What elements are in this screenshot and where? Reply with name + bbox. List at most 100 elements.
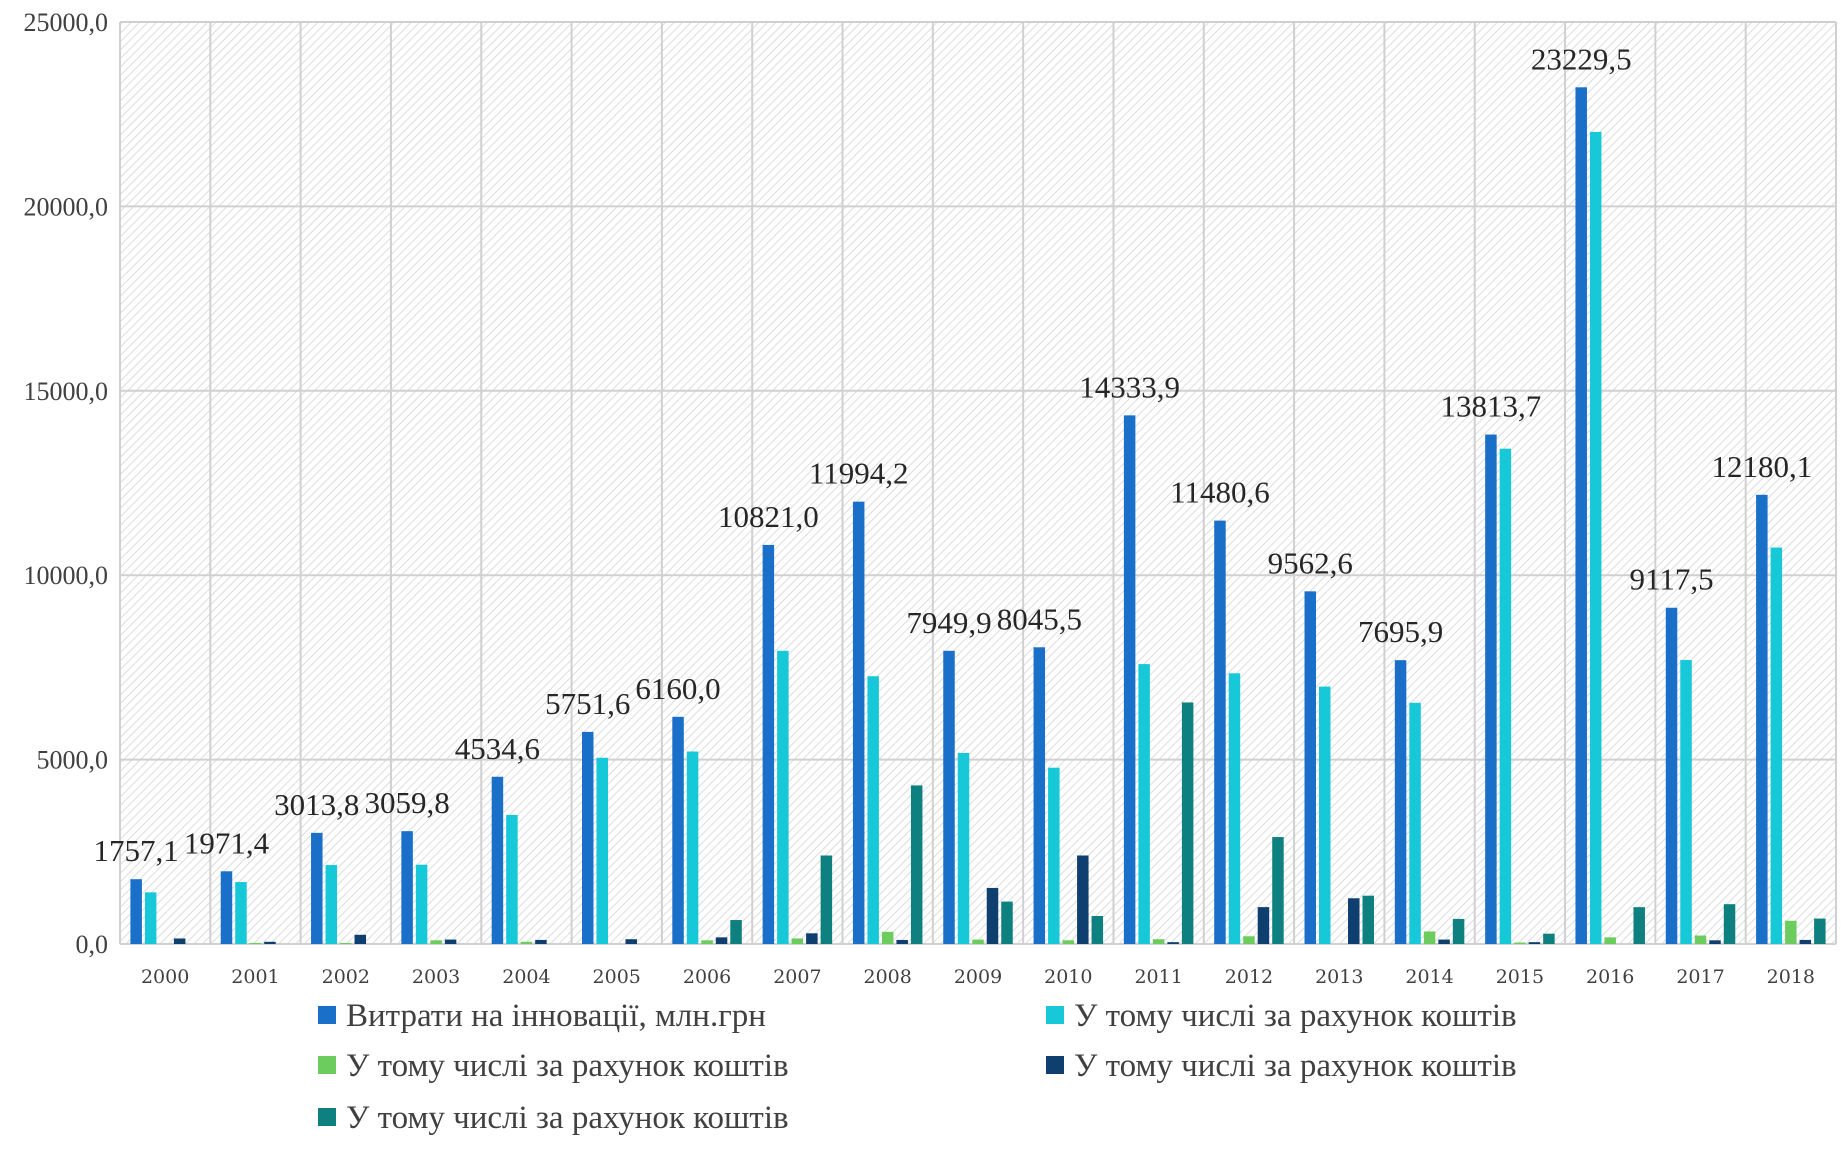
data-label: 7949,9	[906, 605, 991, 640]
bar	[596, 757, 608, 944]
bar	[881, 931, 894, 944]
legend-label: Витрати на інновації, млн.грн	[346, 998, 766, 1034]
y-axis-tick-labels: 0,0 5000,0 10000,0 15000,0 20000,0 25000,0	[24, 8, 109, 959]
legend: Витрати на інновації, млн.грн У тому числ…	[318, 998, 1517, 1136]
bar	[701, 940, 713, 944]
bar	[1499, 448, 1512, 944]
bar	[325, 865, 338, 944]
bar	[1438, 939, 1450, 944]
bar	[1272, 837, 1284, 944]
data-label: 10821,0	[718, 499, 819, 534]
data-label: 11994,2	[809, 456, 909, 491]
bar	[972, 939, 984, 944]
bars	[130, 87, 1826, 945]
x-tick-label: 2006	[683, 966, 731, 988]
bar	[672, 716, 684, 944]
bar	[1228, 673, 1241, 944]
bar	[581, 731, 594, 944]
bar	[1604, 937, 1616, 944]
legend-label: У тому числі за рахунок коштів	[346, 1048, 789, 1084]
bar	[1528, 942, 1541, 944]
data-label: 1757,1	[94, 833, 179, 868]
legend-swatch	[1046, 1006, 1064, 1024]
bar	[1001, 901, 1013, 944]
bar	[311, 832, 323, 944]
bar	[535, 939, 547, 944]
bar	[1409, 702, 1421, 944]
bar	[1214, 520, 1226, 944]
data-label: 23229,5	[1531, 41, 1632, 76]
bar	[444, 939, 457, 944]
bar	[762, 544, 775, 944]
x-tick-label: 2002	[322, 966, 370, 988]
data-label: 7695,9	[1358, 614, 1443, 649]
data-label: 1971,4	[184, 825, 270, 860]
y-tick-label: 25000,0	[24, 8, 109, 37]
gridlines	[119, 21, 1837, 945]
legend-swatch	[318, 1056, 336, 1074]
data-label: 3059,8	[364, 785, 449, 820]
bar	[1167, 942, 1179, 944]
x-tick-label: 2012	[1225, 966, 1273, 988]
x-tick-label: 2016	[1586, 966, 1634, 988]
bar	[1319, 686, 1331, 944]
legend-item: У тому числі за рахунок коштів	[1046, 998, 1517, 1034]
bar	[1362, 895, 1375, 944]
bar	[1062, 940, 1075, 944]
bar	[852, 501, 865, 944]
bar	[173, 938, 186, 944]
x-tick-label: 2003	[412, 966, 460, 988]
legend-swatch	[318, 1006, 336, 1024]
bar	[730, 920, 742, 944]
x-tick-label: 2001	[231, 966, 279, 988]
bar	[1756, 494, 1768, 944]
y-tick-label: 15000,0	[24, 377, 109, 406]
bar	[686, 751, 699, 944]
bar	[1799, 939, 1812, 944]
bar	[340, 942, 352, 944]
legend-item: У тому числі за рахунок коштів	[318, 1100, 789, 1136]
x-tick-label: 2008	[864, 966, 912, 988]
bar	[1680, 660, 1692, 944]
bar	[910, 785, 923, 944]
plot-background	[120, 22, 1836, 944]
y-tick-label: 0,0	[76, 930, 109, 959]
legend-item: Витрати на інновації, млн.грн	[318, 998, 766, 1034]
data-label: 12180,1	[1711, 449, 1812, 484]
bar	[957, 752, 970, 944]
data-label: 9117,5	[1629, 562, 1713, 597]
data-label: 5751,6	[545, 686, 630, 721]
bar	[491, 776, 504, 944]
bar	[1348, 898, 1360, 944]
data-label: 3013,8	[274, 787, 359, 822]
bar	[1394, 660, 1407, 944]
bar	[144, 892, 157, 944]
bar	[1485, 434, 1497, 944]
bar	[1304, 591, 1317, 944]
bar	[625, 939, 637, 944]
bar	[1665, 607, 1678, 944]
bar	[1048, 767, 1060, 944]
x-tick-label: 2011	[1134, 966, 1182, 988]
bar	[1452, 918, 1465, 944]
data-label: 9562,6	[1268, 545, 1353, 580]
bar	[354, 934, 367, 944]
x-tick-label: 2018	[1767, 966, 1815, 988]
bar	[1589, 131, 1602, 944]
bar	[715, 937, 728, 944]
bar	[1423, 931, 1436, 944]
bar	[220, 871, 233, 944]
x-tick-label: 2007	[773, 966, 821, 988]
legend-label: У тому числі за рахунок коштів	[346, 1100, 789, 1136]
legend-swatch	[318, 1108, 336, 1126]
x-tick-label: 2010	[1044, 966, 1092, 988]
bar	[1514, 942, 1526, 944]
bar	[264, 941, 276, 944]
x-tick-label: 2014	[1405, 966, 1453, 988]
x-tick-label: 2005	[593, 966, 641, 988]
data-label: 14333,9	[1079, 369, 1180, 404]
bar	[1709, 940, 1721, 944]
data-label: 11480,6	[1170, 475, 1270, 510]
